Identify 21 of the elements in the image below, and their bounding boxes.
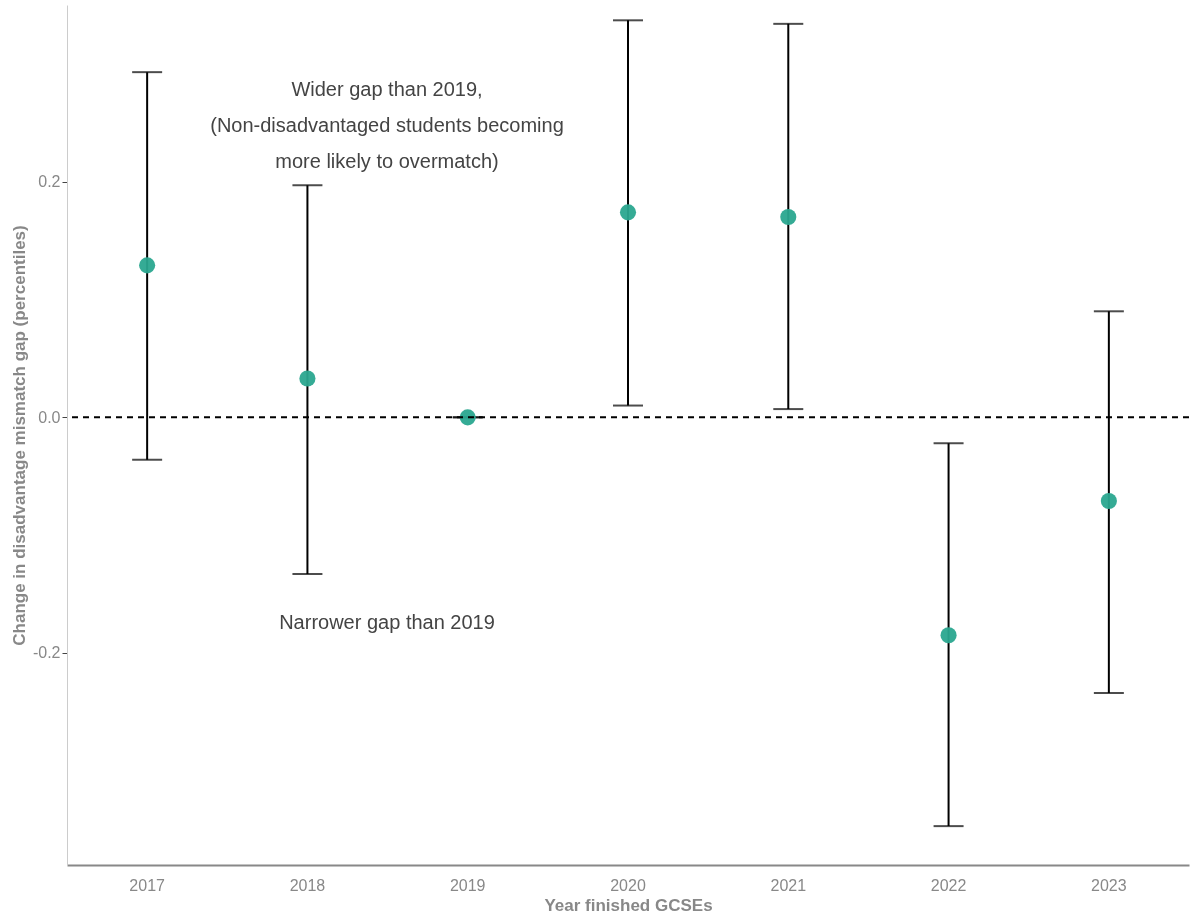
point: [1100, 492, 1117, 510]
x-tick-label: 2023: [1091, 876, 1127, 894]
point: [780, 209, 797, 226]
x-tick-label: 2019: [449, 876, 486, 894]
x-tick-label: 2021: [770, 876, 807, 894]
annotation: Wider gap than 2019, (Non-disadvantaged students becoming more likely to overmatch): [210, 78, 564, 172]
annotation: Narrower gap than 2019: [279, 611, 495, 633]
x-tick-label: 2018: [289, 876, 326, 894]
y-axis-title: Change in disadvantage mismatch gap (percentiles): [9, 225, 29, 646]
y-tick-label: 0.2: [38, 173, 61, 191]
x-tick-label: 2020: [610, 876, 646, 894]
point: [940, 627, 957, 644]
x-tick-label: 2017: [129, 876, 166, 894]
point: [299, 370, 316, 387]
y-tick-label: -0.2: [32, 644, 61, 662]
point: [139, 257, 156, 274]
x-tick-label: 2022: [930, 876, 967, 894]
y-tick-label: 0.0: [38, 408, 61, 426]
point: [459, 409, 476, 426]
point: [619, 204, 637, 221]
x-axis-title: Year finished GCSEs: [544, 895, 713, 915]
